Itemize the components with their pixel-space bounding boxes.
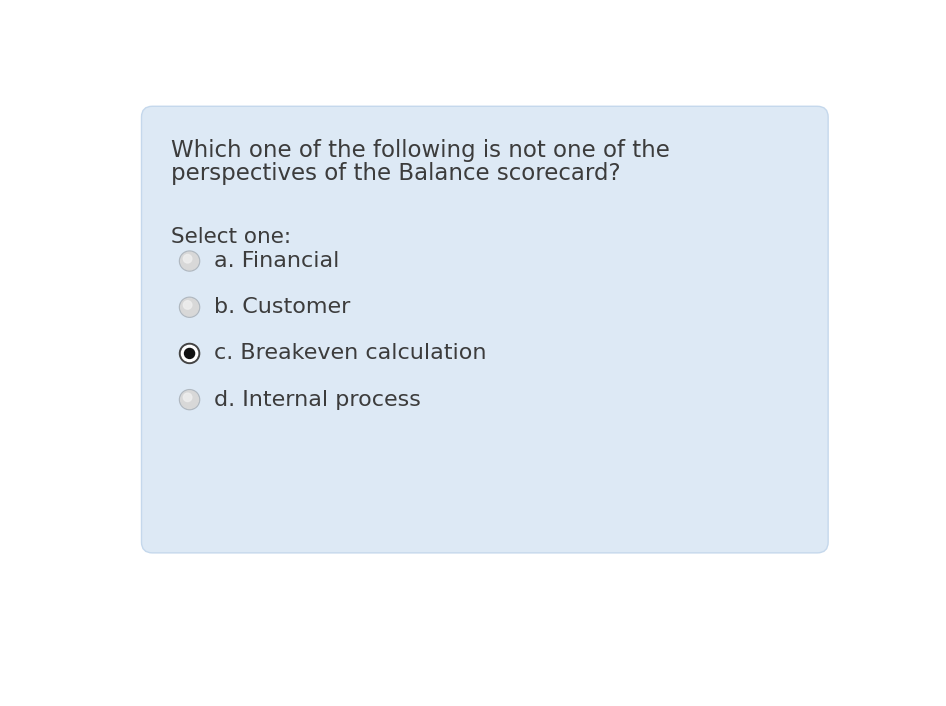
Circle shape xyxy=(181,252,199,270)
Text: b. Customer: b. Customer xyxy=(215,297,351,317)
Text: Which one of the following is not one of the: Which one of the following is not one of… xyxy=(171,138,670,162)
Circle shape xyxy=(184,301,192,309)
Circle shape xyxy=(180,251,200,271)
Circle shape xyxy=(182,345,198,361)
Text: d. Internal process: d. Internal process xyxy=(215,390,421,409)
Text: c. Breakeven calculation: c. Breakeven calculation xyxy=(215,343,487,364)
FancyBboxPatch shape xyxy=(142,107,828,553)
Circle shape xyxy=(181,299,199,316)
Text: Select one:: Select one: xyxy=(171,227,291,247)
Text: a. Financial: a. Financial xyxy=(215,251,340,271)
Circle shape xyxy=(181,391,199,409)
Circle shape xyxy=(184,393,192,402)
Circle shape xyxy=(180,343,200,364)
Circle shape xyxy=(184,349,195,359)
Circle shape xyxy=(180,390,200,409)
Circle shape xyxy=(180,297,200,317)
Circle shape xyxy=(184,254,192,263)
Text: perspectives of the Balance scorecard?: perspectives of the Balance scorecard? xyxy=(171,162,621,185)
